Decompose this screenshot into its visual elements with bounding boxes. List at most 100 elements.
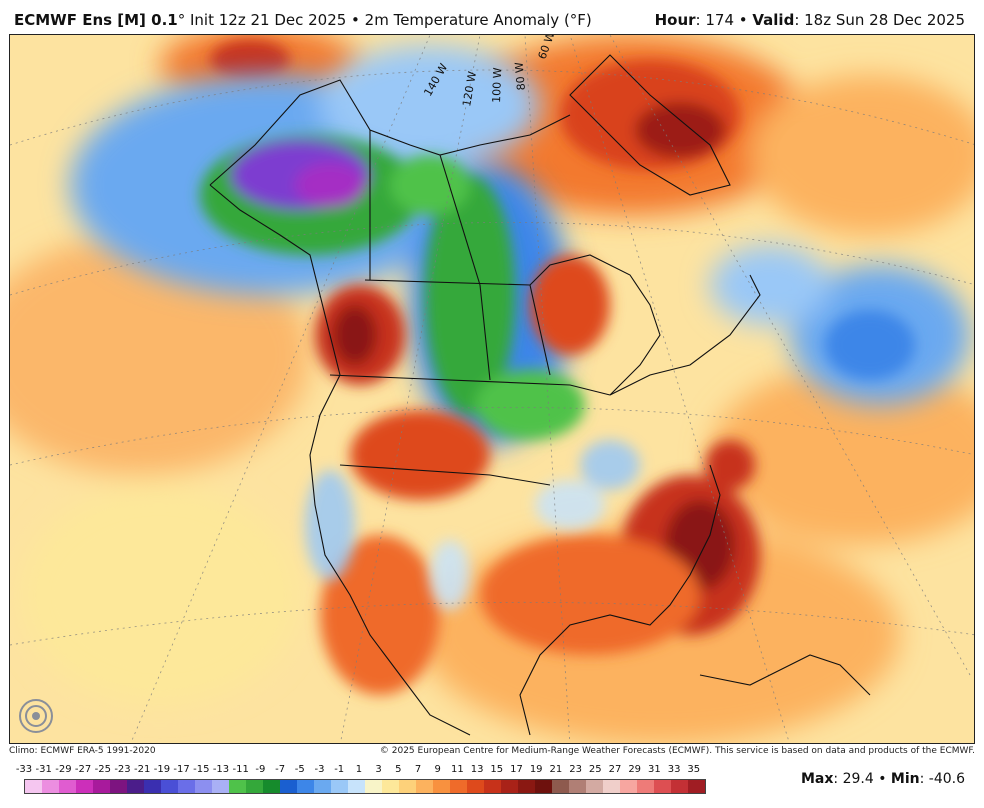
legend-tick-label: 35 [687,764,701,775]
legend-tick-label: -19 [153,764,171,775]
legend-swatch [467,780,484,793]
min-label: Min [890,771,920,787]
weatherbell-logo-icon [19,699,53,733]
legend-swatch [501,780,518,793]
legend-swatch [416,780,433,793]
legend-swatch [399,780,416,793]
legend-swatch [654,780,671,793]
weatherbell-logo [14,696,104,736]
max-min-readout: Max: 29.4 • Min: -40.6 [801,771,965,787]
legend-swatch [314,780,331,793]
legend-tick-label: -9 [255,764,266,775]
legend-tick-label: -29 [55,764,72,775]
legend-swatch [535,780,552,793]
valid-time: Hour: 174 • Valid: 18z Sun 28 Dec 2025 [655,11,965,29]
legend-tick-label: 27 [608,764,622,775]
init-description: ° Init 12z 21 Dec 2025 • 2m Temperature … [177,11,592,29]
legend-swatch [620,780,637,793]
legend-swatch [450,780,467,793]
legend-swatch [195,780,212,793]
map-header: ECMWF Ens [M] 0.1° Init 12z 21 Dec 2025 … [0,0,984,34]
copyright-note: © 2025 European Centre for Medium-Range … [379,746,975,756]
legend-swatch [552,780,569,793]
legend-tick-label: -3 [314,764,325,775]
legend-swatch [76,780,93,793]
legend-tick-label: -13 [212,764,230,775]
min-value: : -40.6 [919,771,965,787]
legend-swatch [348,780,365,793]
legend-tick-label: -5 [294,764,305,775]
max-value: : 29.4 • [833,771,891,787]
model-name: ECMWF Ens [M] 0.1 [14,11,178,29]
legend-tick-label: 1 [355,764,363,775]
legend-swatch [331,780,348,793]
legend-tick-label: 5 [395,764,402,775]
hour-label: Hour [654,11,696,29]
legend-tick-label: -21 [134,764,151,775]
legend-tick-label: -11 [232,764,249,775]
legend-tick-label: 9 [434,764,441,775]
valid-label: Valid [752,11,795,29]
legend-swatch [178,780,195,793]
legend-tick-label: -31 [35,764,52,775]
legend-tick-label: -27 [74,764,92,775]
legend-tick-label: -25 [94,764,111,775]
legend-swatch [246,780,263,793]
legend-tick-label: -7 [275,764,286,775]
longitude-label-120w: 120 W [460,70,479,107]
map-title: ECMWF Ens [M] 0.1° Init 12z 21 Dec 2025 … [14,11,592,29]
longitude-label-80w: 80 W [513,61,528,91]
legend-swatch [586,780,603,793]
legend-swatch [365,780,382,793]
legend-swatch [484,780,501,793]
legend-swatch [518,780,535,793]
legend-swatch [297,780,314,793]
legend-tick-label: 7 [414,764,422,775]
legend-swatch [212,780,229,793]
legend-swatch [263,780,280,793]
legend-tick-label: 17 [510,764,523,775]
legend-swatch [637,780,654,793]
legend-tick-label: 31 [648,764,661,775]
anomaly-map: 140 W 120 W 100 W 80 W 60 W [9,34,975,744]
legend-tick-label: 15 [490,764,504,775]
legend-swatch [382,780,399,793]
legend-tick-label: 3 [375,764,382,775]
legend-swatch [671,780,688,793]
legend-labels: -33 -31 -29 -27 -25 -23 -21 -19 -17 -15 -13 -11 -9 -7… [14,764,714,778]
legend-tick-label: 33 [667,764,681,775]
legend-colorbar [24,779,706,794]
legend-tick-label: 13 [470,764,484,775]
legend-swatch [25,780,42,793]
climo-note: Climo: ECMWF ERA-5 1991-2020 [9,746,156,756]
legend-swatch [59,780,76,793]
legend-tick-label: -17 [173,764,190,775]
legend-tick-label: 21 [549,764,563,775]
color-legend: -33 -31 -29 -27 -25 -23 -21 -19 -17 -15 -13 -11 -9 -7… [14,764,714,804]
longitude-label-100w: 100 W [490,67,504,103]
legend-tick-label: -33 [15,764,33,775]
legend-tick-label: 23 [569,764,582,775]
legend-swatch [603,780,620,793]
max-label: Max [800,771,834,787]
legend-swatch [688,780,705,793]
valid-value: : 18z Sun 28 Dec 2025 [794,11,965,29]
legend-tick-label: -1 [334,764,345,775]
legend-tick-label: 11 [451,764,464,775]
legend-swatch [433,780,450,793]
legend-swatch [161,780,178,793]
legend-swatch [93,780,110,793]
legend-swatch [144,780,161,793]
legend-tick-label: -15 [193,764,210,775]
legend-swatch [569,780,586,793]
legend-swatch [280,780,297,793]
legend-swatch [42,780,59,793]
legend-swatch [229,780,246,793]
legend-swatch [110,780,127,793]
hour-value: : 174 • [695,11,753,29]
legend-tick-label: -23 [114,764,131,775]
legend-swatch [127,780,144,793]
legend-tick-label: 29 [628,764,642,775]
legend-tick-label: 25 [588,764,602,775]
map-canvas: 140 W 120 W 100 W 80 W 60 W [10,35,974,743]
